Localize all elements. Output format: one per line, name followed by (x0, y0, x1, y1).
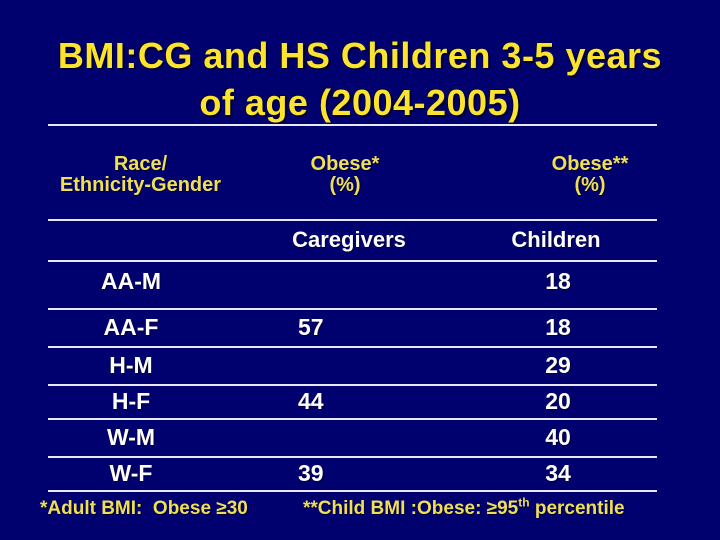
column-header-obese1-line2: (%) (329, 174, 361, 196)
table-row: AA-M 18 (48, 270, 657, 294)
title-underline (48, 124, 657, 126)
footnote-child-bmi-suffix: percentile (529, 498, 625, 519)
footnote-child-bmi-prefix: **Child BMI :Obese: ≥95 (303, 498, 519, 519)
children-value: 20 (545, 388, 571, 414)
children-value: 18 (545, 268, 571, 294)
subheader-children: Children (511, 227, 601, 252)
slide-title-line2: of age (2004-2005) (199, 82, 521, 123)
table-row: W-M 40 (48, 426, 657, 450)
column-header-obese-children: Obese** (%) (510, 154, 670, 196)
row-label: W-M (106, 424, 156, 450)
column-header-race-ethnicity-gender: Race/ Ethnicity-Gender (58, 154, 223, 196)
header-divider (48, 219, 657, 221)
row-divider (48, 346, 657, 348)
row-label: W-F (109, 460, 153, 486)
subheader-caregivers: Caregivers (292, 227, 406, 252)
caregivers-value: 44 (298, 388, 324, 414)
row-label: H-F (111, 388, 151, 414)
table-row: W-F 39 34 (48, 462, 657, 486)
children-value: 29 (545, 352, 571, 378)
row-label: AA-F (103, 314, 159, 340)
children-value: 18 (545, 314, 571, 340)
row-divider (48, 418, 657, 420)
row-label: AA-M (100, 268, 162, 294)
column-header-obese2-line1: Obese** (551, 153, 629, 175)
row-divider (48, 384, 657, 386)
slide-title: BMI:CG and HS Children 3-5 years of age … (0, 32, 720, 126)
row-divider (48, 308, 657, 310)
column-header-race-line2: Ethnicity-Gender (59, 174, 222, 196)
row-label: H-M (109, 352, 153, 378)
caregivers-value: 39 (298, 460, 324, 486)
table-row: H-F 44 20 (48, 390, 657, 414)
table-row: AA-F 57 18 (48, 316, 657, 340)
column-header-obese1-line1: Obese* (310, 153, 380, 175)
footnote-child-bmi: **Child BMI :Obese: ≥95th percentile (303, 495, 625, 520)
children-value: 40 (545, 424, 571, 450)
children-value: 34 (545, 460, 571, 486)
row-divider (48, 490, 657, 492)
row-divider (48, 456, 657, 458)
subheader-divider (48, 260, 657, 262)
column-header-obese2-line2: (%) (574, 174, 606, 196)
slide-title-line1: BMI:CG and HS Children 3-5 years (57, 35, 663, 76)
table-row: H-M 29 (48, 354, 657, 378)
footnote-child-bmi-superscript: th (518, 495, 530, 510)
column-header-race-line1: Race/ (113, 153, 168, 175)
footnote-adult-bmi: *Adult BMI: Obese ≥30 (40, 498, 248, 519)
caregivers-value: 57 (298, 314, 324, 340)
column-header-obese-caregivers: Obese* (%) (265, 154, 425, 196)
